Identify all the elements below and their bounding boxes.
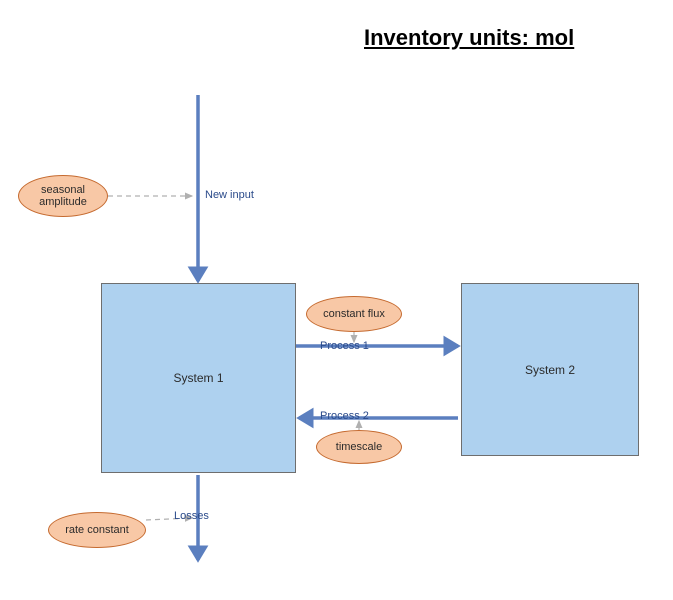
system1-box: System 1 [101, 283, 296, 473]
seasonal-amplitude-ellipse: seasonalamplitude [18, 175, 108, 217]
timescale-ellipse: timescale [316, 430, 402, 464]
seasonal-amplitude-label: seasonalamplitude [39, 184, 87, 208]
timescale-label: timescale [336, 441, 382, 453]
constant-flux-ellipse: constant flux [306, 296, 402, 332]
system2-label: System 2 [525, 363, 575, 377]
system2-box: System 2 [461, 283, 639, 456]
constant-flux-label: constant flux [323, 308, 385, 320]
losses-label: Losses [174, 510, 209, 522]
new-input-label: New input [205, 189, 254, 201]
system1-label: System 1 [173, 371, 223, 385]
process2-label: Process 2 [320, 410, 369, 422]
rate-constant-label: rate constant [65, 524, 129, 536]
page-title: Inventory units: mol [364, 25, 574, 51]
process1-label: Process 1 [320, 340, 369, 352]
rate-constant-ellipse: rate constant [48, 512, 146, 548]
